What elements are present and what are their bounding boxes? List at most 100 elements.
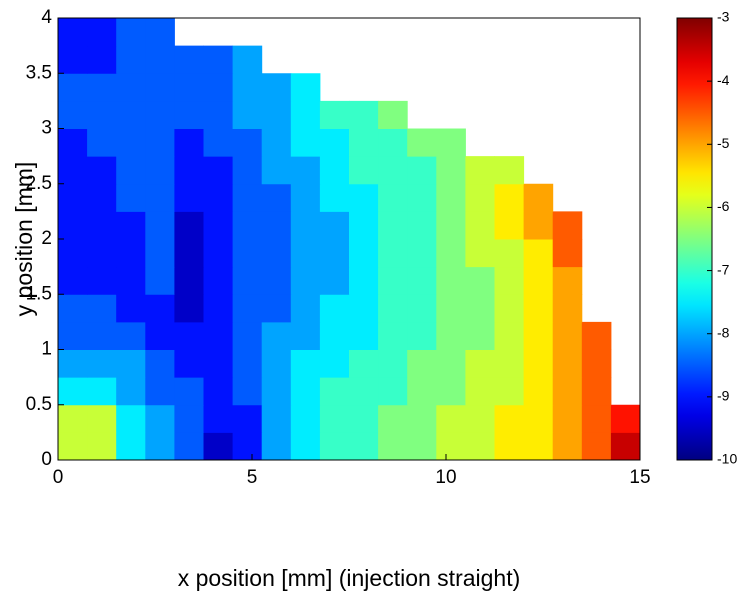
heatmap-cell bbox=[261, 321, 292, 350]
heatmap-cell bbox=[232, 100, 263, 129]
heatmap-cell bbox=[523, 266, 554, 295]
colorbar-tick-label: -5 bbox=[717, 135, 730, 151]
heatmap-cell bbox=[581, 349, 612, 378]
heatmap-cell bbox=[174, 100, 204, 129]
x-axis-label: x position [mm] (injection straight) bbox=[178, 565, 521, 591]
heatmap-cell bbox=[58, 404, 88, 433]
heatmap-cell bbox=[232, 404, 263, 433]
heatmap-cell bbox=[349, 294, 379, 323]
heatmap-cell bbox=[87, 183, 117, 212]
heatmap-cell bbox=[552, 321, 583, 350]
colorbar: -10 -9 -8 -7 -6 -5 -4 -3 bbox=[676, 9, 737, 467]
heatmap-cell bbox=[174, 239, 204, 268]
y-tick-label: 2 bbox=[41, 228, 52, 249]
heatmap-cell bbox=[116, 377, 146, 406]
heatmap-cell bbox=[87, 321, 117, 350]
heatmap-cell bbox=[116, 294, 146, 323]
heatmap-cell bbox=[87, 156, 117, 185]
heatmap-cell bbox=[610, 432, 641, 461]
heatmap-cell bbox=[58, 156, 88, 185]
heatmap-cell bbox=[436, 294, 466, 323]
x-tick-label: 10 bbox=[435, 467, 456, 488]
heatmap-cell bbox=[581, 377, 612, 406]
heatmap-cell bbox=[436, 211, 466, 240]
heatmap-cell bbox=[407, 294, 437, 323]
heatmap-cell bbox=[87, 73, 117, 102]
heatmap-cell bbox=[436, 404, 466, 433]
heatmap-cell bbox=[145, 239, 175, 268]
heatmap-cell bbox=[87, 349, 117, 378]
heatmap-cell bbox=[552, 377, 583, 406]
heatmap-cell bbox=[436, 239, 466, 268]
heatmap-cell bbox=[349, 266, 379, 295]
colorbar-tick-label: -9 bbox=[717, 388, 730, 404]
heatmap-cell bbox=[319, 377, 350, 406]
heatmap-cell bbox=[203, 404, 234, 433]
heatmap-cell bbox=[87, 45, 117, 74]
heatmap-cell bbox=[203, 100, 234, 129]
heatmap-cell bbox=[203, 239, 234, 268]
colorbar-tick-label: -10 bbox=[717, 451, 737, 467]
heatmap-cell bbox=[290, 294, 321, 323]
heatmap-cell bbox=[407, 211, 437, 240]
heatmap-cell bbox=[349, 128, 379, 157]
heatmap-cell bbox=[203, 183, 234, 212]
heatmap-cell bbox=[378, 377, 408, 406]
heatmap-cell bbox=[465, 377, 495, 406]
heatmap-cell bbox=[436, 321, 466, 350]
heatmap-cell bbox=[174, 73, 204, 102]
heatmap-cell bbox=[145, 266, 175, 295]
heatmap-cell bbox=[465, 266, 495, 295]
heatmap-cell bbox=[349, 156, 379, 185]
heatmap-cell bbox=[581, 404, 612, 433]
heatmap-cell bbox=[261, 404, 292, 433]
plot-area bbox=[57, 17, 641, 461]
heatmap-cell bbox=[87, 128, 117, 157]
heatmap-cell bbox=[552, 294, 583, 323]
heatmap-cell bbox=[319, 156, 350, 185]
heatmap-cell bbox=[349, 321, 379, 350]
heatmap-cell bbox=[58, 211, 88, 240]
heatmap-cell bbox=[203, 377, 234, 406]
heatmap-cell bbox=[349, 377, 379, 406]
y-tick-label: 1 bbox=[41, 339, 52, 360]
heatmap-cell bbox=[552, 266, 583, 295]
heatmap-cell bbox=[174, 45, 204, 74]
heatmap-cell bbox=[465, 239, 495, 268]
heatmap-cell bbox=[58, 321, 88, 350]
heatmap-cell bbox=[465, 183, 495, 212]
heatmap-cell bbox=[87, 18, 117, 47]
heatmap-cell bbox=[232, 432, 263, 461]
colorbar-tick-label: -8 bbox=[717, 324, 730, 340]
heatmap-cell bbox=[261, 432, 292, 461]
heatmap-cell bbox=[465, 321, 495, 350]
heatmap-cell bbox=[203, 45, 234, 74]
heatmap-cell bbox=[232, 156, 263, 185]
heatmap-cell bbox=[145, 404, 175, 433]
heatmap-cell bbox=[523, 294, 554, 323]
heatmap-cell bbox=[116, 404, 146, 433]
heatmap-cell bbox=[290, 349, 321, 378]
y-tick-label: 4 bbox=[41, 7, 52, 28]
heatmap-cell bbox=[261, 128, 292, 157]
heatmap-cell bbox=[116, 266, 146, 295]
heatmap-cell bbox=[552, 349, 583, 378]
heatmap-cell bbox=[378, 239, 408, 268]
heatmap-cell bbox=[319, 183, 350, 212]
heatmap-cell bbox=[494, 239, 525, 268]
heatmap-cell bbox=[494, 349, 525, 378]
y-tick-label: 3 bbox=[41, 118, 52, 139]
heatmap-cell bbox=[232, 128, 263, 157]
heatmap-cell bbox=[290, 321, 321, 350]
heatmap-cell bbox=[261, 239, 292, 268]
heatmap-cell bbox=[145, 432, 175, 461]
heatmap-cell bbox=[494, 432, 525, 461]
heatmap-cell bbox=[116, 183, 146, 212]
heatmap-cell bbox=[145, 349, 175, 378]
heatmap-cell bbox=[523, 432, 554, 461]
y-tick-label: 3.5 bbox=[26, 62, 52, 83]
heatmap-cell bbox=[145, 18, 175, 47]
heatmap-cell bbox=[349, 183, 379, 212]
heatmap-cell bbox=[494, 377, 525, 406]
